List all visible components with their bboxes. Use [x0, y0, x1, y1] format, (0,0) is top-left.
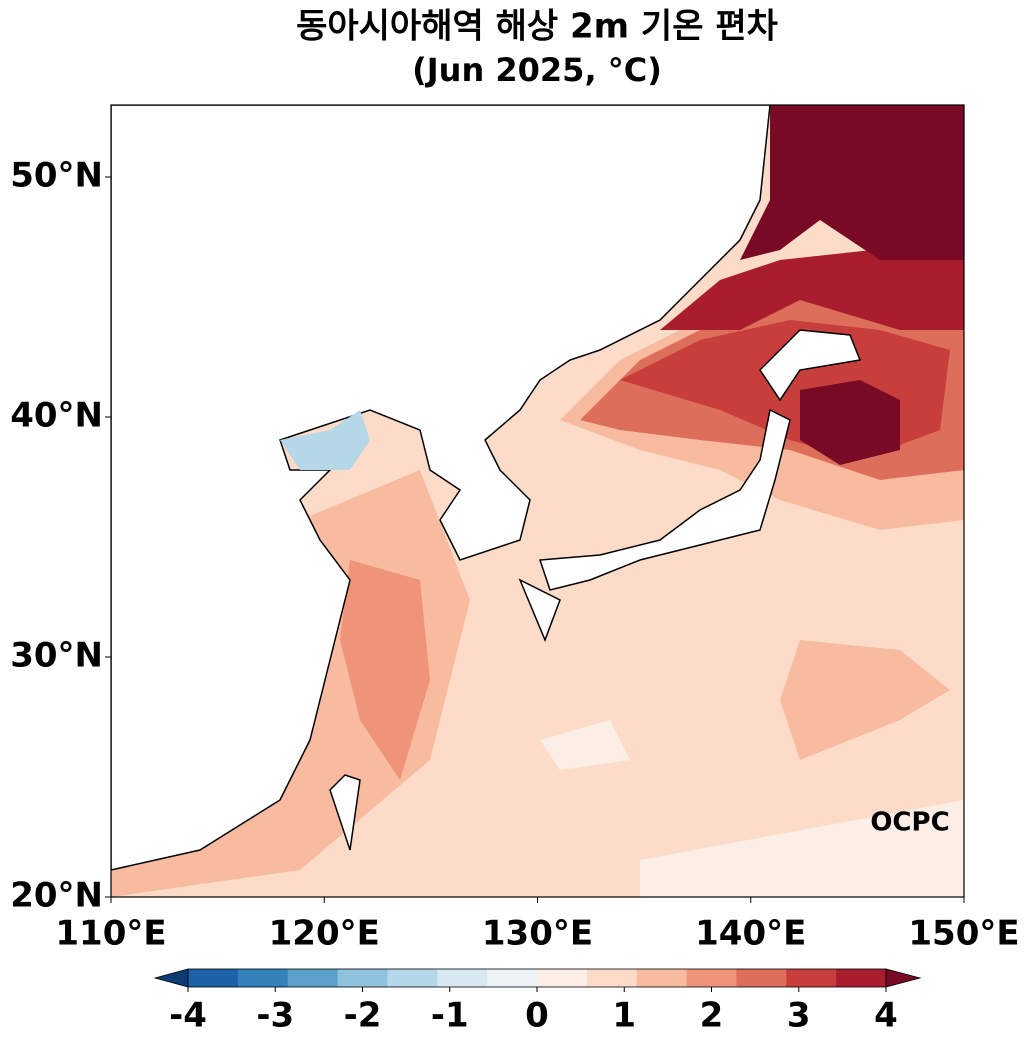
title: 동아시아해역 해상 2m 기온 편차 — [296, 7, 778, 47]
colorbar-extend — [153, 968, 189, 988]
colorbar-swatch — [487, 969, 538, 987]
colorbar-tick-label: 3 — [787, 996, 811, 1036]
logo: OCPC — [870, 808, 949, 838]
x-tick-label: 140°E — [695, 914, 806, 954]
subtitle: (Jun 2025, °C) — [412, 51, 662, 89]
y-tick-label: 20°N — [10, 876, 103, 916]
colorbar-swatch — [836, 969, 887, 987]
colorbar-swatch — [237, 969, 289, 987]
y-tick-label: 50°N — [10, 156, 103, 196]
colorbar-tick-label: 2 — [700, 996, 724, 1036]
y-tick-label: 40°N — [10, 396, 103, 436]
colorbar-swatch — [188, 969, 239, 987]
colorbar-tick-label: -4 — [169, 996, 207, 1036]
colorbar-swatch — [736, 969, 787, 987]
colorbar-swatch — [636, 969, 688, 987]
axes: 110°E 120°E 130°E 140°E 150°E 20°N 30°N 40°N 50°… — [10, 156, 1019, 954]
map-field — [111, 105, 964, 897]
x-tick-label: 130°E — [482, 914, 593, 954]
colorbar-extend — [885, 968, 922, 988]
colorbar-tick-label: -3 — [256, 996, 294, 1036]
colorbar-tick-label: 0 — [525, 996, 549, 1036]
y-tick-label: 30°N — [10, 636, 103, 676]
colorbar-swatch — [437, 969, 488, 987]
colorbar-tick-label: -1 — [431, 996, 469, 1036]
colorbar-swatch — [786, 969, 837, 987]
x-tick-label: 120°E — [269, 914, 380, 954]
colorbar-tick-label: -2 — [344, 996, 382, 1036]
colorbar-swatch — [586, 969, 638, 987]
x-tick-label: 150°E — [908, 914, 1019, 954]
x-tick-label: 110°E — [55, 914, 166, 954]
colorbar-tick-label: 4 — [874, 996, 898, 1036]
colorbar: -4 -3 -2 -1 0 1 2 3 4 — [153, 968, 922, 1036]
colorbar-swatch — [387, 969, 438, 987]
colorbar-swatch — [337, 969, 388, 987]
colorbar-swatch — [287, 969, 339, 987]
colorbar-swatch — [686, 969, 737, 987]
colorbar-tick-label: 1 — [612, 996, 636, 1036]
colorbar-swatch — [537, 969, 588, 987]
